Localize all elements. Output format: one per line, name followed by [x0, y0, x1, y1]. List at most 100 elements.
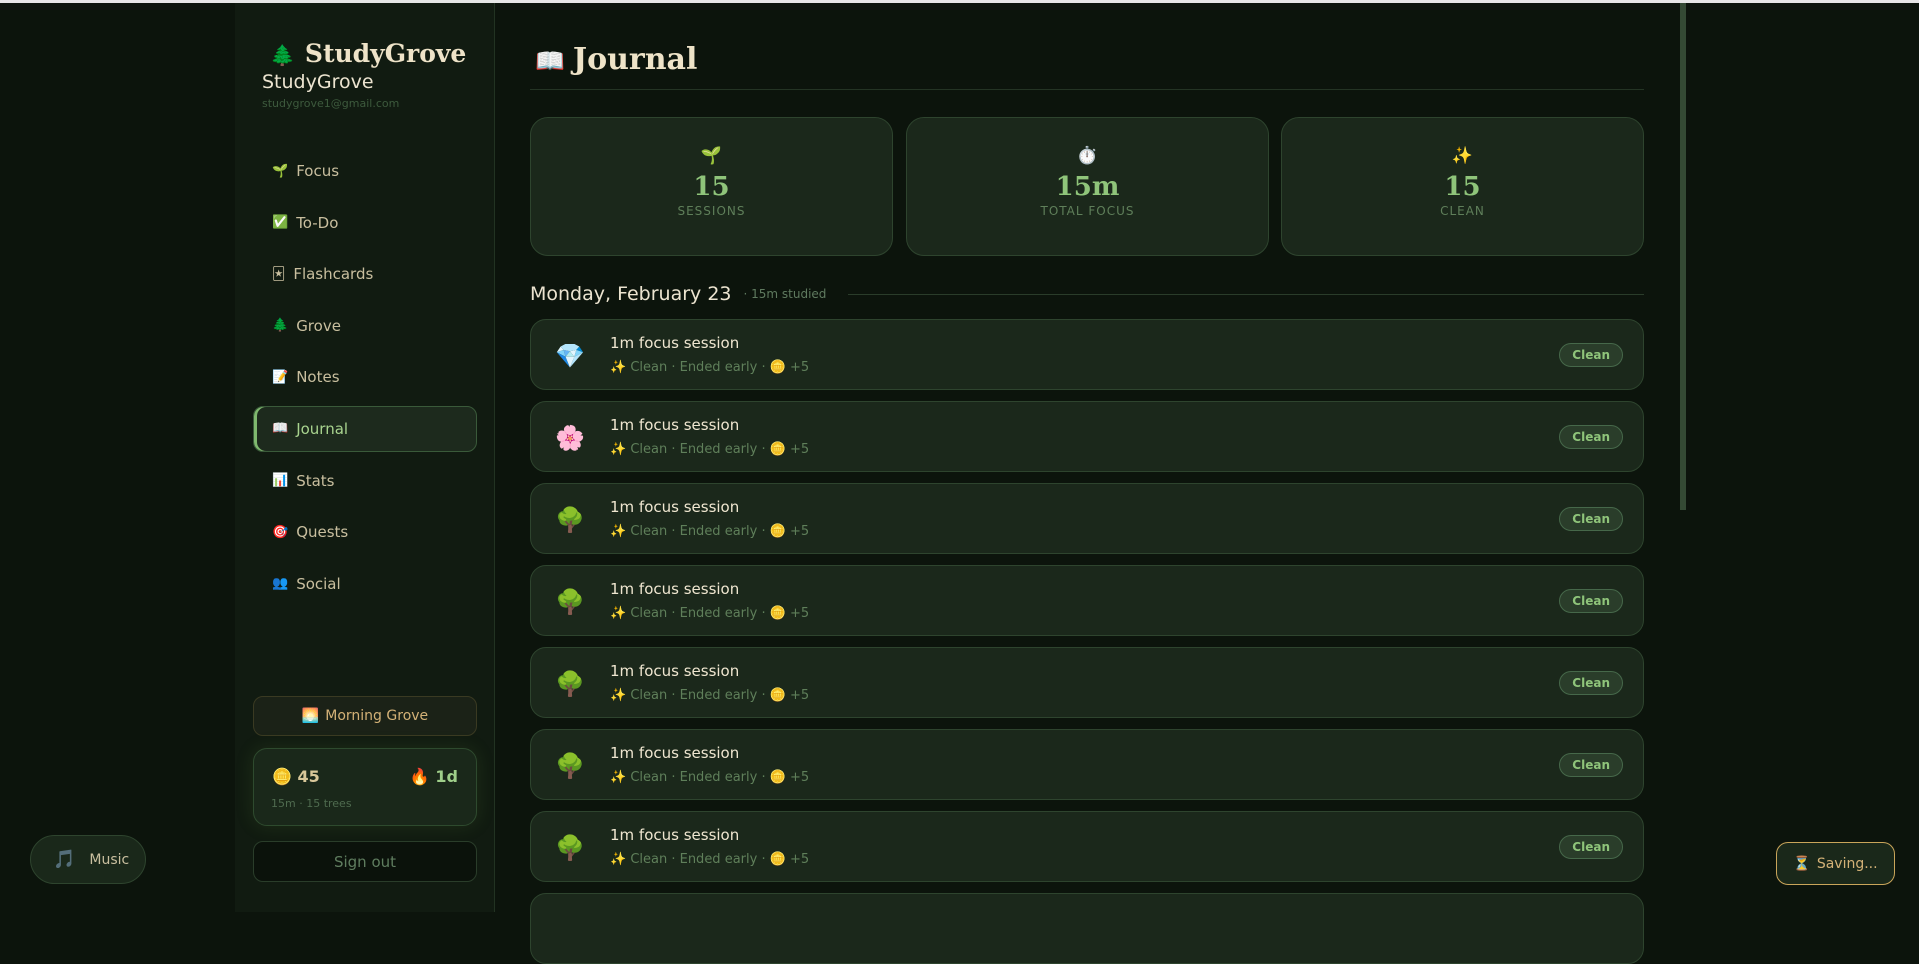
- sidebar-item-label: Notes: [296, 368, 340, 387]
- sidebar-item-quests[interactable]: 🎯 Quests: [253, 509, 477, 555]
- session-row[interactable]: 🌳 1m focus session ✨ Clean · Ended early ·…: [530, 565, 1644, 636]
- stat-value: 15: [1444, 172, 1481, 202]
- session-icon: 🌳: [555, 588, 585, 616]
- session-title: 1m focus session: [610, 662, 740, 680]
- sidebar-item-label: Grove: [296, 316, 341, 335]
- sidebar: 🌲 StudyGrove StudyGrove studygrove1@gmail…: [235, 3, 495, 912]
- sidebar-item-notes[interactable]: 📝 Notes: [253, 354, 477, 400]
- saving-indicator: ⏳ Saving...: [1776, 842, 1895, 885]
- sidebar-item-todo[interactable]: ✅ To-Do: [253, 200, 477, 246]
- sidebar-item-label: Journal: [296, 419, 349, 438]
- sign-out-button[interactable]: Sign out: [253, 841, 477, 882]
- wallet-summary: 15m · 15 trees: [271, 797, 352, 810]
- book-icon: 📖: [535, 46, 565, 75]
- sidebar-item-label: Flashcards: [293, 265, 374, 284]
- sidebar-item-label: To-Do: [296, 213, 339, 232]
- session-icon: 💎: [555, 342, 585, 370]
- nav-icon: 🎯: [272, 524, 289, 540]
- sidebar-nav: 🌱 Focus ✅ To-Do 🃏 Flashcards 🌲 Grove 📝 Notes 📖 Jour…: [253, 148, 477, 612]
- tree-icon: 🌲: [270, 43, 295, 67]
- session-icon: 🌸: [555, 424, 585, 452]
- session-title: 1m focus session: [610, 334, 740, 352]
- session-row-partial[interactable]: [530, 893, 1644, 964]
- sidebar-item-focus[interactable]: 🌱 Focus: [253, 148, 477, 194]
- hourglass-icon: ⏳: [1793, 855, 1811, 872]
- music-note-icon: 🎵: [53, 849, 76, 870]
- sidebar-item-stats[interactable]: 📊 Stats: [253, 458, 477, 504]
- session-icon: 🌳: [555, 670, 585, 698]
- stat-icon: 🌱: [700, 146, 723, 166]
- session-row[interactable]: 🌳 1m focus session ✨ Clean · Ended early ·…: [530, 647, 1644, 718]
- stat-icon: ✨: [1451, 146, 1474, 166]
- saving-label: Saving...: [1816, 855, 1878, 872]
- divider: [530, 89, 1644, 90]
- stat-icon: ⏱️: [1076, 146, 1099, 166]
- session-meta: ✨ Clean · Ended early · 🪙 +5: [610, 524, 810, 539]
- sidebar-item-label: Quests: [296, 523, 349, 542]
- day-date: Monday, February 23: [530, 283, 732, 305]
- wallet-card: 🪙 45 🔥 1d 15m · 15 trees: [253, 748, 477, 826]
- nav-icon: 🌱: [272, 163, 289, 179]
- session-row[interactable]: 🌳 1m focus session ✨ Clean · Ended early ·…: [530, 483, 1644, 554]
- status-badge: Clean: [1559, 425, 1623, 449]
- sidebar-item-flashcards[interactable]: 🃏 Flashcards: [253, 251, 477, 297]
- session-meta: ✨ Clean · Ended early · 🪙 +5: [610, 770, 810, 785]
- stat-card-sessions: 🌱 15 SESSIONS: [530, 117, 893, 256]
- streak-count: 🔥 1d: [409, 767, 458, 786]
- coin-icon: 🪙: [272, 767, 292, 786]
- sidebar-item-grove[interactable]: 🌲 Grove: [253, 303, 477, 349]
- status-badge: Clean: [1559, 589, 1623, 613]
- stat-label: CLEAN: [1440, 204, 1485, 218]
- stat-label: TOTAL FOCUS: [1040, 204, 1135, 218]
- scrollbar[interactable]: [1680, 3, 1686, 510]
- user-email: studygrove1@gmail.com: [262, 97, 400, 110]
- session-title: 1m focus session: [610, 580, 740, 598]
- sidebar-item-social[interactable]: 👥 Social: [253, 561, 477, 607]
- session-row[interactable]: 🌳 1m focus session ✨ Clean · Ended early ·…: [530, 729, 1644, 800]
- day-meta: · 15m studied: [743, 287, 827, 301]
- session-icon: 🌳: [555, 506, 585, 534]
- music-button[interactable]: 🎵 Music: [30, 835, 146, 884]
- nav-icon: 📝: [272, 369, 289, 385]
- user-name: StudyGrove: [262, 71, 374, 93]
- session-title: 1m focus session: [610, 416, 740, 434]
- status-badge: Clean: [1559, 671, 1623, 695]
- sidebar-item-journal[interactable]: 📖 Journal: [253, 405, 477, 452]
- status-badge: Clean: [1559, 753, 1623, 777]
- page-title: 📖 Journal: [535, 42, 698, 77]
- sidebar-item-label: Stats: [296, 471, 335, 490]
- nav-icon: 👥: [272, 576, 289, 592]
- status-badge: Clean: [1559, 343, 1623, 367]
- coin-count: 🪙 45: [272, 767, 320, 786]
- nav-icon: 📖: [272, 421, 289, 437]
- session-row[interactable]: 💎 1m focus session ✨ Clean · Ended early ·…: [530, 319, 1644, 390]
- session-meta: ✨ Clean · Ended early · 🪙 +5: [610, 442, 810, 457]
- music-label: Music: [89, 851, 130, 868]
- status-badge: Clean: [1559, 507, 1623, 531]
- nav-icon: ✅: [272, 215, 289, 231]
- session-icon: 🌳: [555, 834, 585, 862]
- session-meta: ✨ Clean · Ended early · 🪙 +5: [610, 606, 810, 621]
- session-row[interactable]: 🌳 1m focus session ✨ Clean · Ended early ·…: [530, 811, 1644, 882]
- nav-icon: 🃏: [272, 266, 286, 282]
- stat-card-total-focus: ⏱️ 15m TOTAL FOCUS: [906, 117, 1269, 256]
- theme-label: Morning Grove: [325, 708, 429, 724]
- nav-icon: 🌲: [272, 318, 289, 334]
- status-badge: Clean: [1559, 835, 1623, 859]
- session-title: 1m focus session: [610, 826, 740, 844]
- session-row[interactable]: 🌸 1m focus session ✨ Clean · Ended early ·…: [530, 401, 1644, 472]
- top-edge: [0, 0, 1919, 3]
- stat-value: 15m: [1055, 172, 1120, 202]
- sunrise-icon: 🌅: [301, 708, 320, 724]
- theme-button[interactable]: 🌅 Morning Grove: [253, 696, 477, 736]
- brand-logo: 🌲 StudyGrove: [270, 39, 467, 68]
- day-header: Monday, February 23 · 15m studied: [530, 282, 1644, 306]
- session-meta: ✨ Clean · Ended early · 🪙 +5: [610, 360, 810, 375]
- sidebar-item-label: Focus: [296, 162, 340, 180]
- session-icon: 🌳: [555, 752, 585, 780]
- sidebar-item-label: Social: [296, 574, 341, 593]
- nav-icon: 📊: [272, 473, 289, 489]
- session-title: 1m focus session: [610, 498, 740, 516]
- session-meta: ✨ Clean · Ended early · 🪙 +5: [610, 852, 810, 867]
- stat-label: SESSIONS: [677, 204, 746, 218]
